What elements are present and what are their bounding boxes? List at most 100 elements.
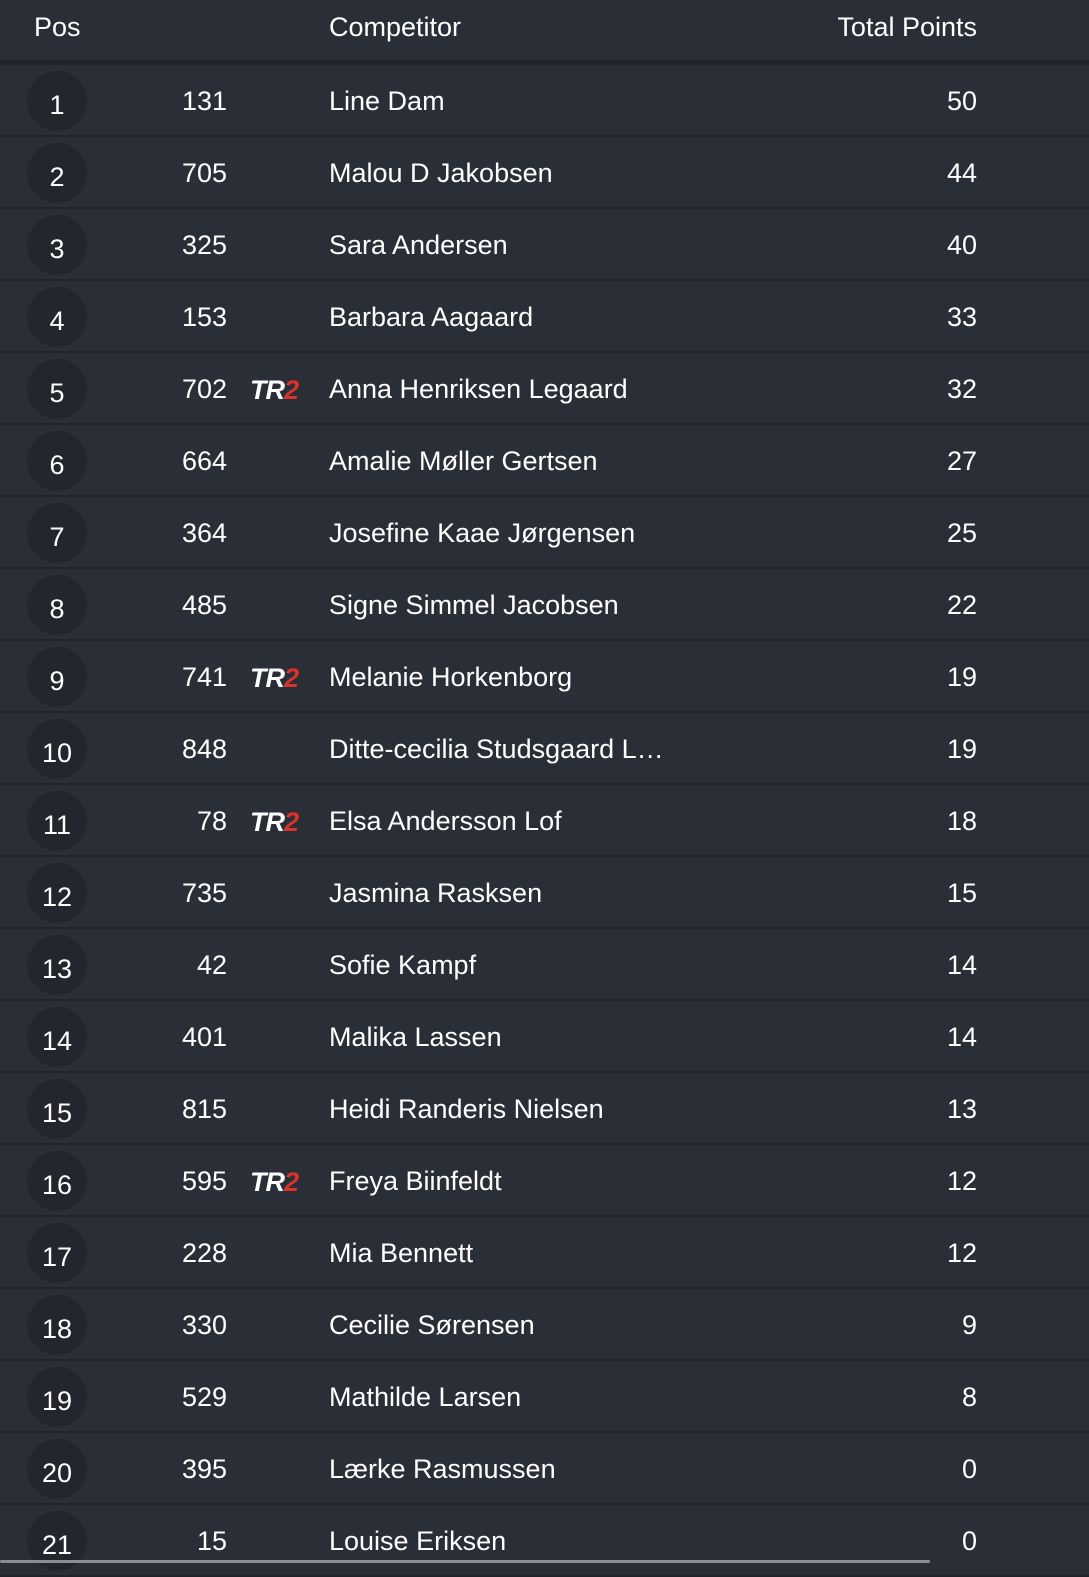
position: 11 bbox=[42, 809, 72, 840]
competitor-name: Amalie Møller Gertsen bbox=[329, 446, 598, 476]
total-points: 19 bbox=[946, 662, 977, 692]
competitor-number: 15 bbox=[196, 1526, 227, 1556]
table-row[interactable]: 8 485 Signe Simmel Jacobsen 22 bbox=[0, 569, 1089, 641]
total-points: 13 bbox=[946, 1094, 977, 1124]
competitor-number: 702 bbox=[181, 374, 227, 404]
position: 5 bbox=[49, 377, 65, 408]
position: 3 bbox=[49, 233, 65, 264]
table-row[interactable]: 6 664 Amalie Møller Gertsen 27 bbox=[0, 425, 1089, 497]
total-points: 25 bbox=[946, 518, 977, 548]
tr2-logo-prefix: TR bbox=[250, 1167, 285, 1197]
results-list: 1 131 Line Dam 50 2 705 Malou D Jakobsen 44 3 325… bbox=[0, 65, 1089, 1577]
position-badge: 10 bbox=[27, 719, 87, 779]
table-row[interactable]: 10 848 Ditte-cecilia Studsgaard L… 19 bbox=[0, 713, 1089, 785]
header-total-points[interactable]: Total Points bbox=[837, 12, 977, 42]
position-badge: 12 bbox=[27, 863, 87, 923]
tr2-logo-icon: TR2 bbox=[250, 663, 299, 694]
table-row[interactable]: 3 325 Sara Andersen 40 bbox=[0, 209, 1089, 281]
competitor-number: 131 bbox=[181, 86, 227, 116]
competitor-name: Louise Eriksen bbox=[329, 1526, 507, 1556]
tr2-logo-suffix: 2 bbox=[284, 1167, 299, 1197]
position: 9 bbox=[49, 665, 65, 696]
competitor-number: 42 bbox=[196, 950, 227, 980]
position: 13 bbox=[41, 953, 73, 984]
position: 8 bbox=[49, 593, 65, 624]
tr2-logo-icon: TR2 bbox=[250, 807, 299, 838]
position: 1 bbox=[49, 89, 65, 120]
table-row[interactable]: 5 702 TR2 Anna Henriksen Legaard 32 bbox=[0, 353, 1089, 425]
position: 19 bbox=[41, 1385, 73, 1416]
total-points: 0 bbox=[961, 1526, 977, 1556]
total-points: 18 bbox=[946, 806, 977, 836]
table-row[interactable]: 4 153 Barbara Aagaard 33 bbox=[0, 281, 1089, 353]
position: 12 bbox=[41, 881, 73, 912]
table-row[interactable]: 14 401 Malika Lassen 14 bbox=[0, 1001, 1089, 1073]
competitor-name: Cecilie Sørensen bbox=[329, 1310, 535, 1340]
position: 2 bbox=[49, 161, 65, 192]
competitor-number: 741 bbox=[181, 662, 227, 692]
position: 14 bbox=[41, 1025, 73, 1056]
horizontal-scrollbar[interactable] bbox=[0, 1560, 930, 1563]
position-badge: 6 bbox=[27, 431, 87, 491]
competitor-name: Sofie Kampf bbox=[329, 950, 477, 980]
table-row[interactable]: 19 529 Mathilde Larsen 8 bbox=[0, 1361, 1089, 1433]
competitor-number: 78 bbox=[196, 806, 227, 836]
table-row[interactable]: 18 330 Cecilie Sørensen 9 bbox=[0, 1289, 1089, 1361]
tr2-logo-icon: TR2 bbox=[250, 375, 299, 406]
header-pos[interactable]: Pos bbox=[34, 12, 81, 42]
table-row[interactable]: 11 78 TR2 Elsa Andersson Lof 18 bbox=[0, 785, 1089, 857]
position: 17 bbox=[41, 1241, 73, 1272]
competitor-name: Line Dam bbox=[329, 86, 445, 116]
competitor-number: 735 bbox=[181, 878, 227, 908]
position: 4 bbox=[49, 305, 65, 336]
position-badge: 17 bbox=[27, 1223, 87, 1283]
position: 18 bbox=[41, 1313, 73, 1344]
total-points: 14 bbox=[946, 950, 977, 980]
competitor-number: 228 bbox=[181, 1238, 227, 1268]
table-row[interactable]: 21 15 Louise Eriksen 0 bbox=[0, 1505, 1089, 1577]
total-points: 50 bbox=[946, 86, 977, 116]
position-badge: 7 bbox=[27, 503, 87, 563]
table-row[interactable]: 13 42 Sofie Kampf 14 bbox=[0, 929, 1089, 1001]
competitor-name: Sara Andersen bbox=[329, 230, 508, 260]
competitor-name: Josefine Kaae Jørgensen bbox=[329, 518, 636, 548]
tr2-logo-prefix: TR bbox=[250, 807, 285, 837]
competitor-number: 529 bbox=[181, 1382, 227, 1412]
position-badge: 20 bbox=[27, 1439, 87, 1499]
table-row[interactable]: 17 228 Mia Bennett 12 bbox=[0, 1217, 1089, 1289]
tr2-logo-suffix: 2 bbox=[284, 807, 299, 837]
position: 7 bbox=[49, 521, 65, 552]
position: 20 bbox=[41, 1457, 73, 1488]
tr2-logo-suffix: 2 bbox=[284, 375, 299, 405]
table-row[interactable]: 15 815 Heidi Randeris Nielsen 13 bbox=[0, 1073, 1089, 1145]
competitor-number: 395 bbox=[181, 1454, 227, 1484]
competitor-number: 330 bbox=[181, 1310, 227, 1340]
total-points: 12 bbox=[946, 1238, 977, 1268]
table-row[interactable]: 2 705 Malou D Jakobsen 44 bbox=[0, 137, 1089, 209]
table-row[interactable]: 7 364 Josefine Kaae Jørgensen 25 bbox=[0, 497, 1089, 569]
competitor-name: Mia Bennett bbox=[329, 1238, 474, 1268]
table-header: Pos Competitor Total Points bbox=[0, 0, 1089, 65]
competitor-number: 325 bbox=[181, 230, 227, 260]
position: 6 bbox=[49, 449, 65, 480]
competitor-number: 485 bbox=[181, 590, 227, 620]
position: 10 bbox=[41, 737, 73, 768]
table-row[interactable]: 16 595 TR2 Freya Biinfeldt 12 bbox=[0, 1145, 1089, 1217]
competitor-name: Signe Simmel Jacobsen bbox=[329, 590, 619, 620]
competitor-name: Malika Lassen bbox=[329, 1022, 502, 1052]
position-badge: 2 bbox=[27, 143, 87, 203]
table-row[interactable]: 20 395 Lærke Rasmussen 0 bbox=[0, 1433, 1089, 1505]
total-points: 40 bbox=[946, 230, 977, 260]
competitor-number: 664 bbox=[181, 446, 227, 476]
position: 21 bbox=[41, 1529, 73, 1560]
position-badge: 4 bbox=[27, 287, 87, 347]
table-row[interactable]: 12 735 Jasmina Rasksen 15 bbox=[0, 857, 1089, 929]
competitor-name: Ditte-cecilia Studsgaard L… bbox=[329, 734, 664, 764]
competitor-number: 595 bbox=[181, 1166, 227, 1196]
table-row[interactable]: 1 131 Line Dam 50 bbox=[0, 65, 1089, 137]
position-badge: 5 bbox=[27, 359, 87, 419]
header-competitor[interactable]: Competitor bbox=[329, 12, 462, 42]
position-badge: 14 bbox=[27, 1007, 87, 1067]
position-badge: 13 bbox=[27, 935, 87, 995]
table-row[interactable]: 9 741 TR2 Melanie Horkenborg 19 bbox=[0, 641, 1089, 713]
